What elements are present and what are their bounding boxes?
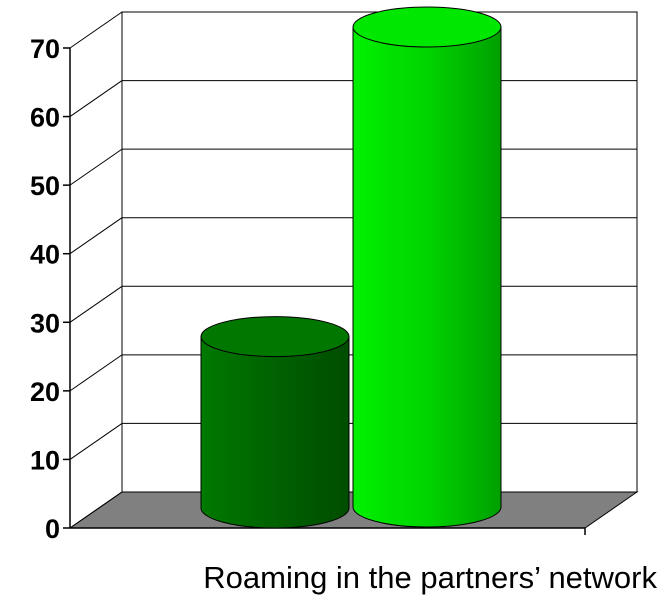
side-wall-line xyxy=(69,148,123,186)
y-tick-label: 60 xyxy=(30,103,60,133)
side-wall-line xyxy=(69,354,123,392)
y-tick-label: 20 xyxy=(30,377,60,407)
side-wall-line xyxy=(69,217,123,255)
y-tick-label: 0 xyxy=(45,514,60,544)
side-wall-line xyxy=(69,80,123,117)
y-tick-label: 50 xyxy=(30,171,60,201)
side-wall-line xyxy=(69,11,123,49)
y-tick-label: 40 xyxy=(30,240,60,270)
bar-top xyxy=(352,6,502,48)
y-tick-label: 70 xyxy=(30,34,60,64)
y-axis: 0 10 20 30 40 50 60 70 xyxy=(30,34,586,544)
side-wall-line xyxy=(69,491,123,529)
y-tick-label: 30 xyxy=(30,308,60,338)
y-tick-label: 10 xyxy=(30,445,60,475)
bar xyxy=(200,316,350,529)
bar xyxy=(352,6,502,528)
bar-body xyxy=(352,26,502,528)
bar-body xyxy=(200,336,350,529)
bars xyxy=(200,6,502,529)
side-wall-line xyxy=(69,423,123,460)
bar-top xyxy=(200,316,350,358)
side-wall-line xyxy=(69,285,123,323)
category-label: Roaming in the partners’ network xyxy=(203,560,657,595)
